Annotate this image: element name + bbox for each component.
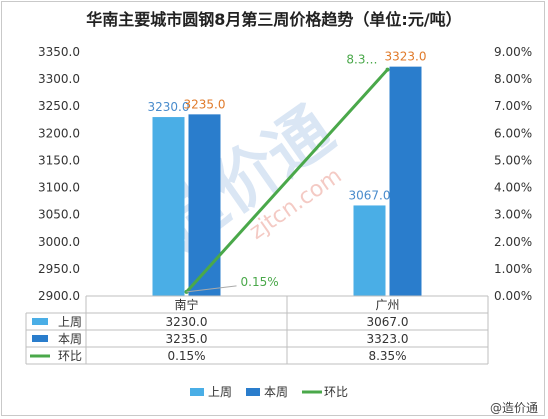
table-row-name: 本周	[58, 332, 82, 346]
table-row-name: 环比	[58, 349, 82, 363]
table-header-category: 南宁	[174, 297, 198, 312]
line-mom-change	[185, 68, 389, 293]
y-left-tick-label: 3200.0	[38, 126, 80, 140]
table-row-name: 上周	[58, 315, 82, 329]
legend-swatch	[190, 388, 204, 396]
chart-title: 华南主要城市圆钢8月第三周价格趋势（单位:元/吨）	[86, 10, 462, 29]
table-cell: 8.35%	[368, 349, 406, 363]
y-left-tick-label: 2900.0	[38, 289, 80, 303]
y-left-tick-label: 3050.0	[38, 208, 80, 222]
legend-label: 环比	[324, 385, 348, 399]
y-left-tick-label: 3000.0	[38, 235, 80, 249]
bar-data-label: 3323.0	[385, 50, 427, 64]
table-legend-key	[32, 335, 48, 342]
table-header-category: 广州	[375, 298, 399, 312]
legend-swatch	[246, 388, 260, 396]
line-point	[385, 67, 390, 72]
bar-last-week	[353, 205, 386, 296]
table-legend-key	[32, 318, 48, 325]
table-cell: 3067.0	[367, 315, 409, 329]
line-data-label: 8.3…	[346, 53, 377, 67]
y-right-tick-label: 1.00%	[494, 262, 532, 276]
y-right-tick-label: 0.00%	[494, 289, 532, 303]
table-cell: 0.15%	[167, 349, 205, 363]
bar-this-week	[188, 114, 221, 296]
table-cell: 3230.0	[166, 315, 208, 329]
y-right-tick-label: 2.00%	[494, 235, 532, 249]
y-left-tick-label: 3100.0	[38, 181, 80, 195]
y-left-tick-label: 3300.0	[38, 72, 80, 86]
bar-data-label: 3235.0	[184, 97, 226, 111]
y-left-tick-label: 2950.0	[38, 262, 80, 276]
line-data-label: 0.15%	[241, 275, 279, 289]
table-cell: 3323.0	[367, 332, 409, 346]
y-right-tick-label: 9.00%	[494, 45, 532, 59]
y-left-tick-label: 3350.0	[38, 45, 80, 59]
legend-label: 上周	[208, 385, 232, 399]
y-right-tick-label: 8.00%	[494, 72, 532, 86]
y-right-tick-label: 3.00%	[494, 208, 532, 222]
y-left-tick-label: 3250.0	[38, 99, 80, 113]
legend-label: 本周	[264, 385, 288, 399]
y-right-tick-label: 5.00%	[494, 153, 532, 167]
bar-data-label: 3067.0	[349, 188, 391, 202]
bar-data-label: 3230.0	[148, 100, 190, 114]
bar-last-week	[152, 117, 185, 296]
label-leader	[186, 285, 237, 293]
y-right-tick-label: 4.00%	[494, 181, 532, 195]
y-right-tick-label: 6.00%	[494, 126, 532, 140]
y-left-tick-label: 3150.0	[38, 153, 80, 167]
y-right-tick-label: 7.00%	[494, 99, 532, 113]
watermark-brand: @造价通	[489, 401, 538, 415]
bar-this-week	[389, 66, 422, 296]
table-cell: 3235.0	[166, 332, 208, 346]
